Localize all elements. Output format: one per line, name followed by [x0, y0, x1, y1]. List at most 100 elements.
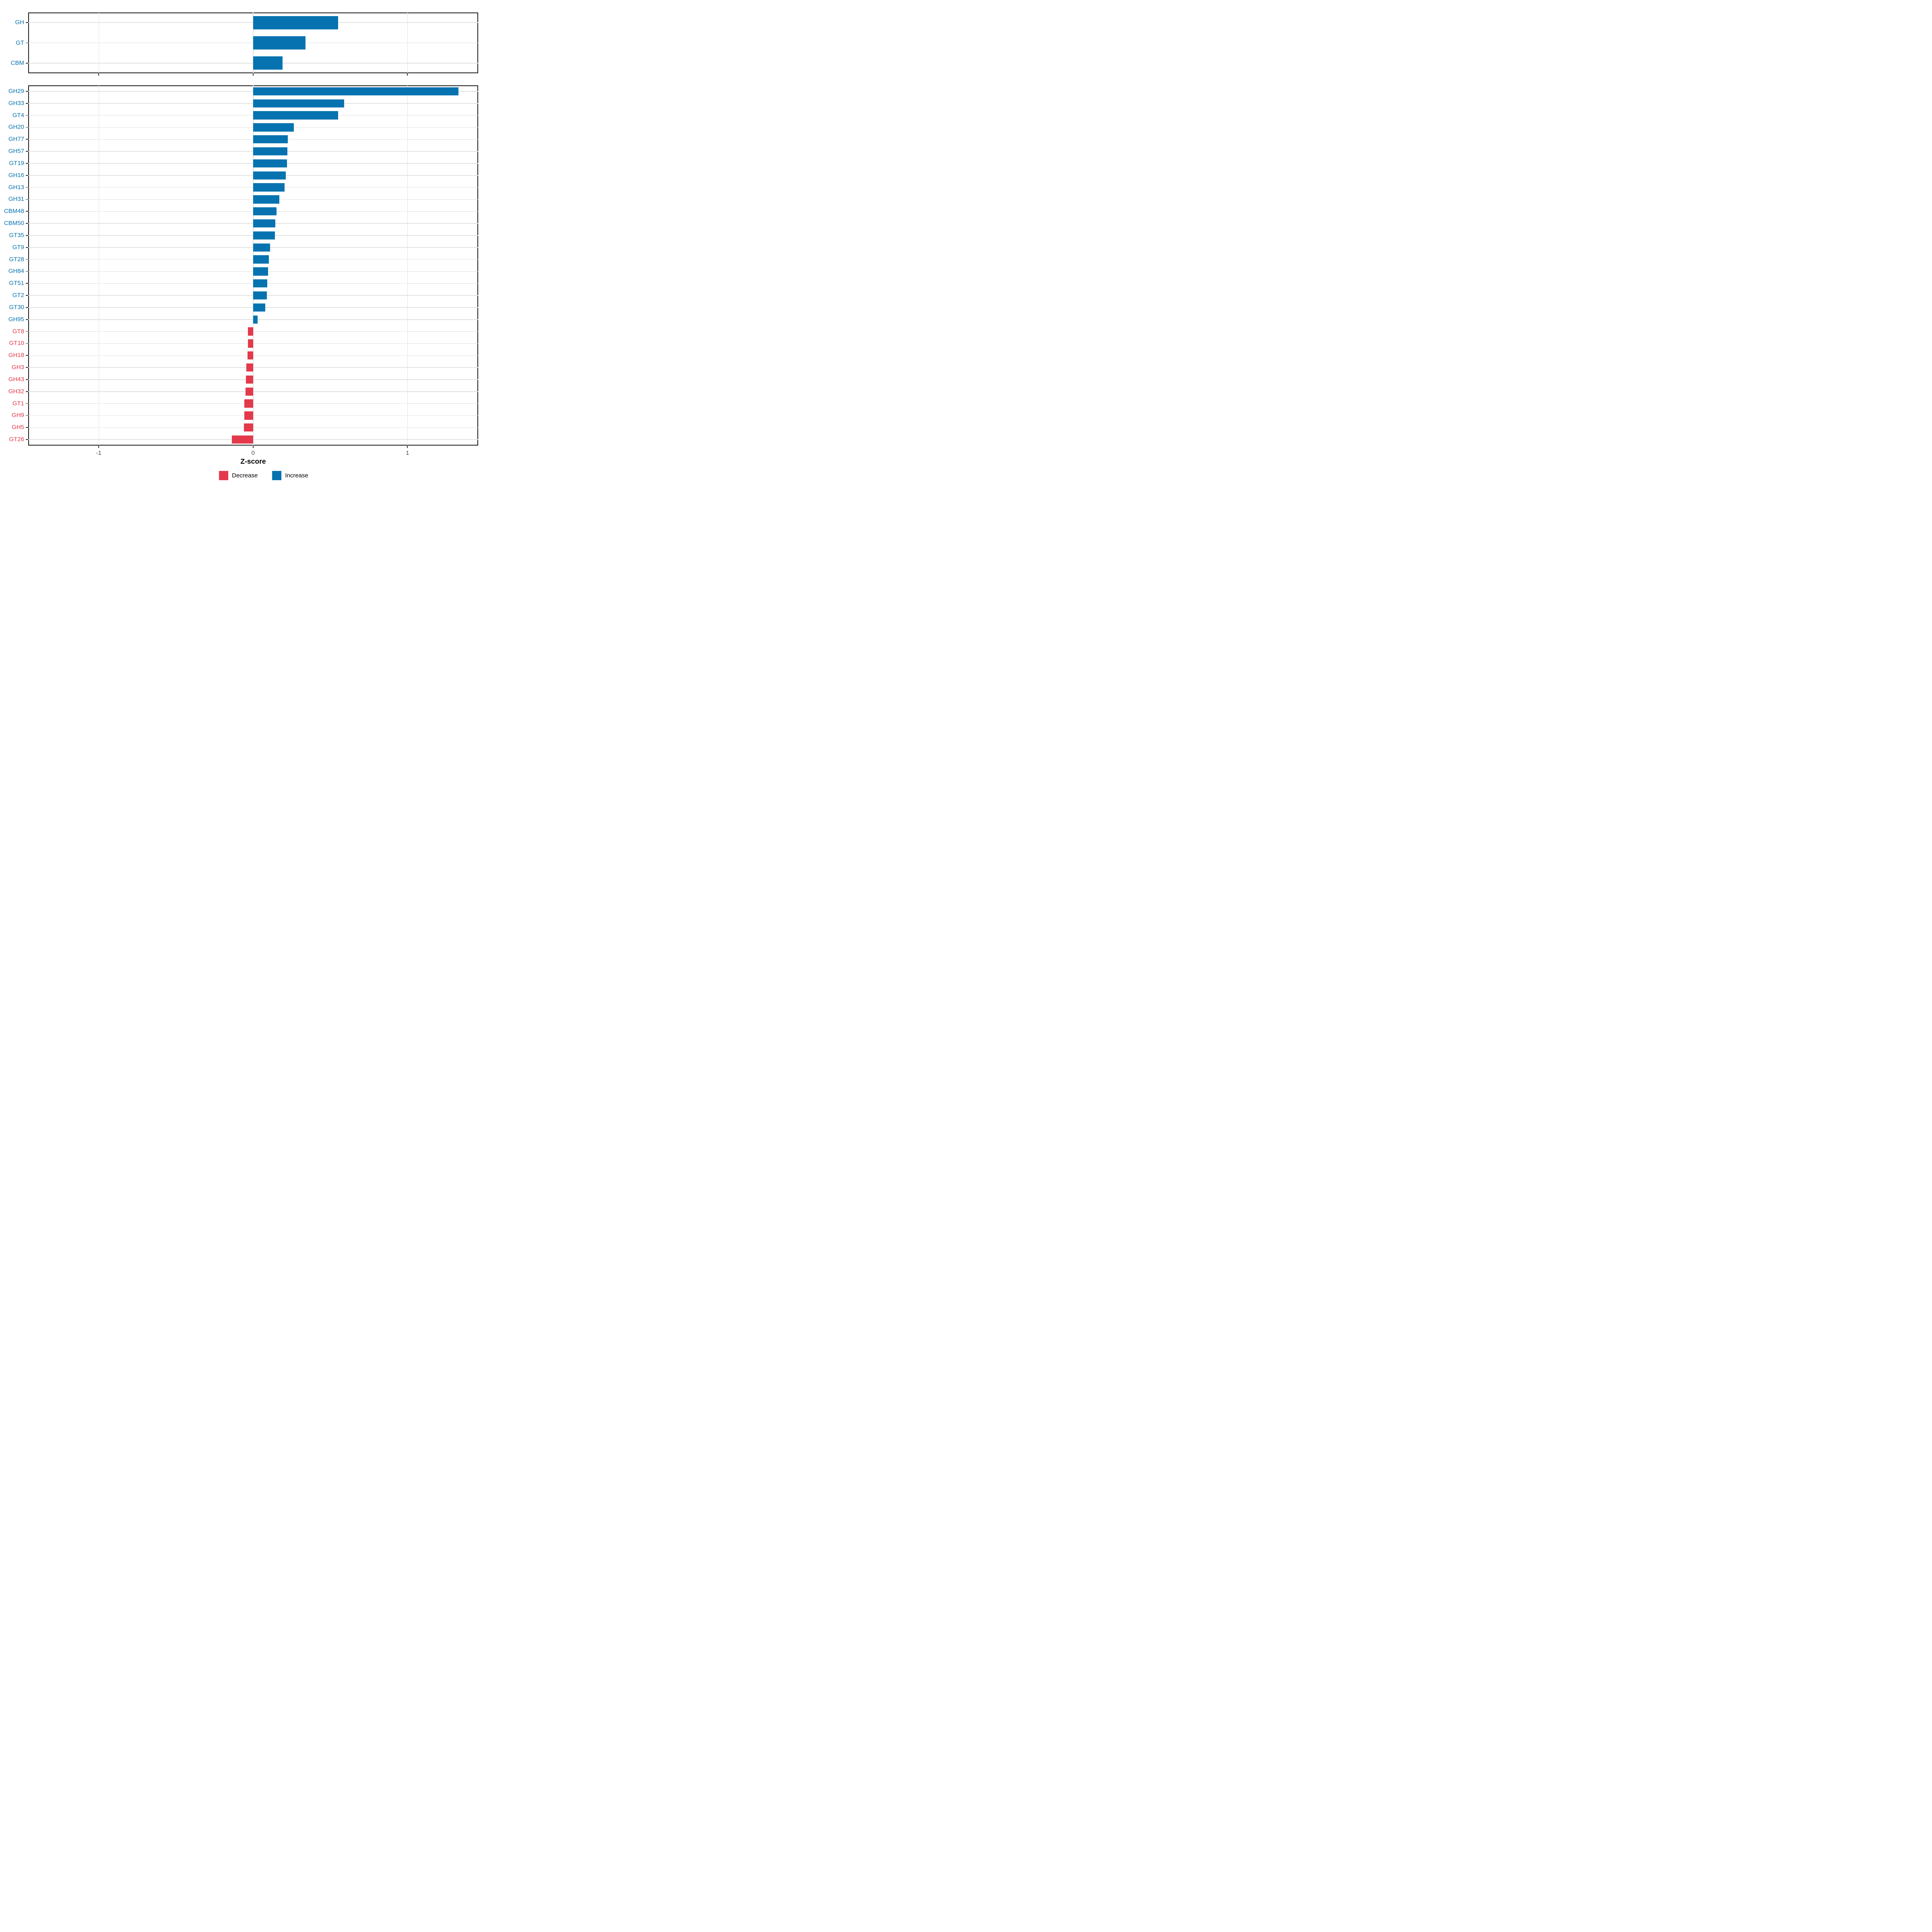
category-tick — [26, 319, 28, 320]
category-tick — [26, 379, 28, 380]
bar-GT28 — [253, 255, 269, 264]
vertical-gridline — [407, 85, 408, 446]
category-label-GT51: GT51 — [9, 280, 24, 287]
x-axis-tick — [98, 73, 99, 76]
bar-GT19 — [253, 159, 287, 168]
category-tick — [26, 139, 28, 140]
bar-GT2 — [253, 291, 267, 300]
category-tick — [26, 103, 28, 104]
bar-GH31 — [253, 195, 280, 204]
bar-GT8 — [248, 327, 253, 336]
category-label-GH77: GH77 — [8, 136, 24, 143]
bar-GH32 — [245, 387, 253, 396]
increase-swatch-icon — [272, 471, 282, 480]
category-tick — [26, 391, 28, 392]
category-label-GH9: GH9 — [12, 412, 24, 419]
category-tick — [26, 151, 28, 152]
bar-GH77 — [253, 135, 288, 144]
bar-CBM — [253, 56, 283, 70]
legend-label-decrease: Decrease — [232, 472, 258, 479]
bar-GT — [253, 36, 306, 50]
category-tick — [26, 427, 28, 428]
category-label-GH31: GH31 — [8, 196, 24, 203]
bar-GT9 — [253, 243, 270, 252]
bar-GT4 — [253, 111, 338, 120]
horizontal-gridline — [28, 379, 478, 380]
category-tick — [26, 307, 28, 308]
horizontal-gridline — [28, 403, 478, 404]
bar-GH13 — [253, 183, 285, 192]
category-label-GT2: GT2 — [12, 292, 24, 299]
category-tick — [26, 343, 28, 344]
category-tick — [26, 223, 28, 224]
category-label-CBM48: CBM48 — [4, 208, 24, 215]
x-axis-tick — [407, 73, 408, 76]
x-axis-title: Z-score — [240, 457, 266, 465]
legend-item-increase: Increase — [272, 471, 308, 480]
category-tick — [26, 127, 28, 128]
category-tick — [26, 91, 28, 92]
category-label-GH57: GH57 — [8, 148, 24, 155]
category-label-GT1: GT1 — [12, 400, 24, 407]
category-tick — [26, 22, 28, 23]
category-label-GT8: GT8 — [12, 328, 24, 335]
x-axis-tick-label-1: 1 — [406, 450, 409, 456]
bar-GT51 — [253, 279, 268, 288]
bottom-panel — [28, 85, 478, 446]
category-tick — [26, 211, 28, 212]
category-tick — [26, 247, 28, 248]
decrease-swatch-icon — [219, 471, 229, 480]
x-axis-tick — [407, 446, 408, 448]
category-tick — [26, 115, 28, 116]
x-axis-tick-label-0: 0 — [251, 450, 255, 456]
horizontal-gridline — [28, 343, 478, 344]
category-label-GT19: GT19 — [9, 159, 24, 167]
category-label-GT10: GT10 — [9, 340, 24, 347]
bar-GH84 — [253, 267, 268, 276]
horizontal-gridline — [28, 331, 478, 332]
bar-GH16 — [253, 171, 286, 180]
category-label-GH84: GH84 — [8, 268, 24, 275]
bar-GT10 — [248, 339, 253, 348]
category-label-GT35: GT35 — [9, 231, 24, 239]
category-label-GH29: GH29 — [8, 87, 24, 95]
bar-GH — [253, 16, 338, 29]
category-label-GT30: GT30 — [9, 303, 24, 311]
bar-GT1 — [244, 399, 253, 408]
category-label-GT9: GT9 — [12, 244, 24, 251]
category-tick — [26, 403, 28, 404]
x-axis-tick-label-neg1: -1 — [96, 450, 101, 456]
x-axis-tick — [252, 73, 254, 76]
bar-GT30 — [253, 303, 266, 312]
category-tick — [26, 259, 28, 260]
legend-label-increase: Increase — [285, 472, 308, 479]
legend-item-decrease: Decrease — [219, 471, 258, 480]
category-label-CBM50: CBM50 — [4, 220, 24, 227]
category-tick — [26, 163, 28, 164]
bar-GH18 — [247, 351, 253, 360]
bar-CBM50 — [253, 219, 275, 228]
horizontal-gridline — [28, 415, 478, 416]
x-axis-tick — [252, 446, 254, 448]
category-label-GT26: GT26 — [9, 436, 24, 443]
category-label-GH13: GH13 — [8, 184, 24, 191]
category-label-GH5: GH5 — [12, 424, 24, 431]
category-label-GH33: GH33 — [8, 99, 24, 107]
category-label-GT28: GT28 — [9, 256, 24, 263]
category-label-GT: GT — [16, 39, 24, 46]
category-label-CBM: CBM — [10, 59, 24, 66]
category-tick — [26, 355, 28, 356]
category-label-GH18: GH18 — [8, 352, 24, 359]
category-tick — [26, 367, 28, 368]
category-tick — [26, 331, 28, 332]
category-label-GH20: GH20 — [8, 124, 24, 131]
bar-GH95 — [253, 315, 258, 324]
figure: -1 0 1 Z-score Decrease Increase GH GT CBM… — [0, 0, 483, 483]
category-tick — [26, 271, 28, 272]
category-label-GH: GH — [15, 19, 25, 26]
category-label-GH16: GH16 — [8, 171, 24, 179]
category-label-GH32: GH32 — [8, 388, 24, 395]
category-tick — [26, 175, 28, 176]
category-label-GH95: GH95 — [8, 316, 24, 323]
vertical-gridline — [253, 85, 254, 446]
